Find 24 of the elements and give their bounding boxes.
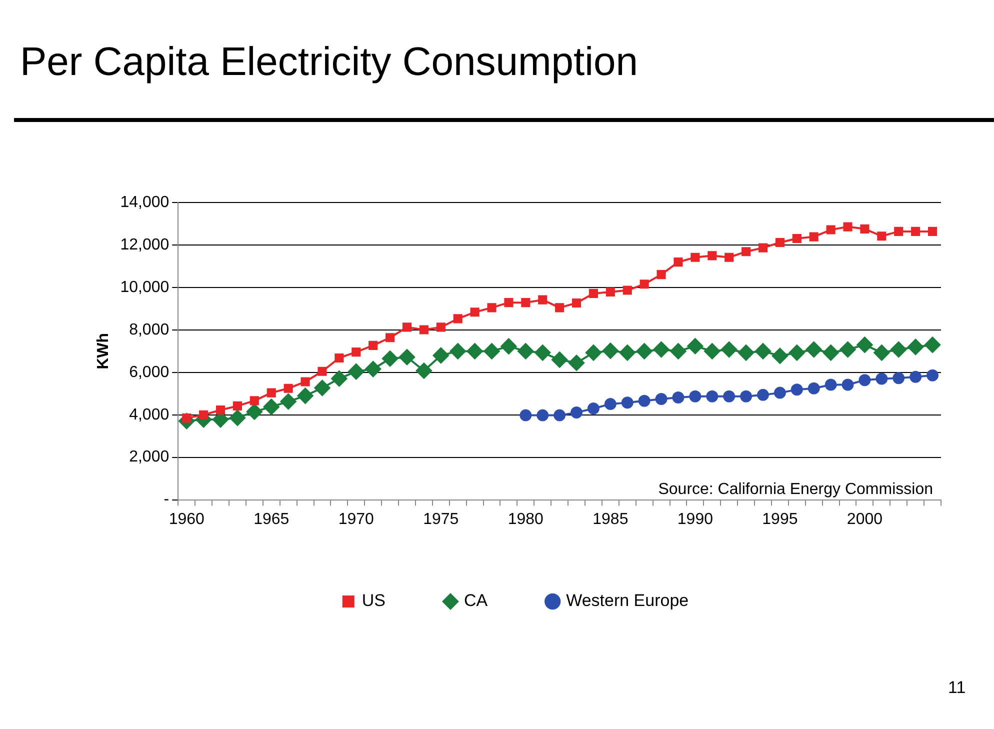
y-tick-label: 2,000 xyxy=(129,448,170,466)
chart-title: Per Capita Electricity Consumption xyxy=(20,40,638,85)
annotation: Source: California Energy Commission xyxy=(658,481,933,498)
y-tick-label: - xyxy=(164,491,170,508)
y-tick-label: 8,000 xyxy=(129,321,170,338)
x-tick-label: 1975 xyxy=(423,510,459,528)
y-tick-label: 6,000 xyxy=(129,364,170,381)
x-tick-label: 1990 xyxy=(677,510,714,528)
y-tick-label: 14,000 xyxy=(120,194,170,212)
y-tick-label: 4,000 xyxy=(129,406,170,424)
y-tick-label: 10,000 xyxy=(120,278,170,296)
x-tick-label: 1985 xyxy=(592,510,628,528)
x-tick-label: 1965 xyxy=(254,510,290,528)
legend-label: US xyxy=(362,591,386,610)
y-tick-label: 12,000 xyxy=(120,236,170,254)
y-axis-title: KWh xyxy=(95,332,112,370)
x-tick-label: 1960 xyxy=(168,510,205,528)
text: 11 xyxy=(948,678,966,698)
x-tick-label: 2000 xyxy=(846,510,883,528)
legend-label: CA xyxy=(464,591,488,610)
x-tick-label: 1970 xyxy=(338,510,374,528)
x-tick-label: 1980 xyxy=(508,510,544,528)
x-tick-label: 1995 xyxy=(762,510,798,528)
legend-label: Western Europe xyxy=(566,591,689,610)
